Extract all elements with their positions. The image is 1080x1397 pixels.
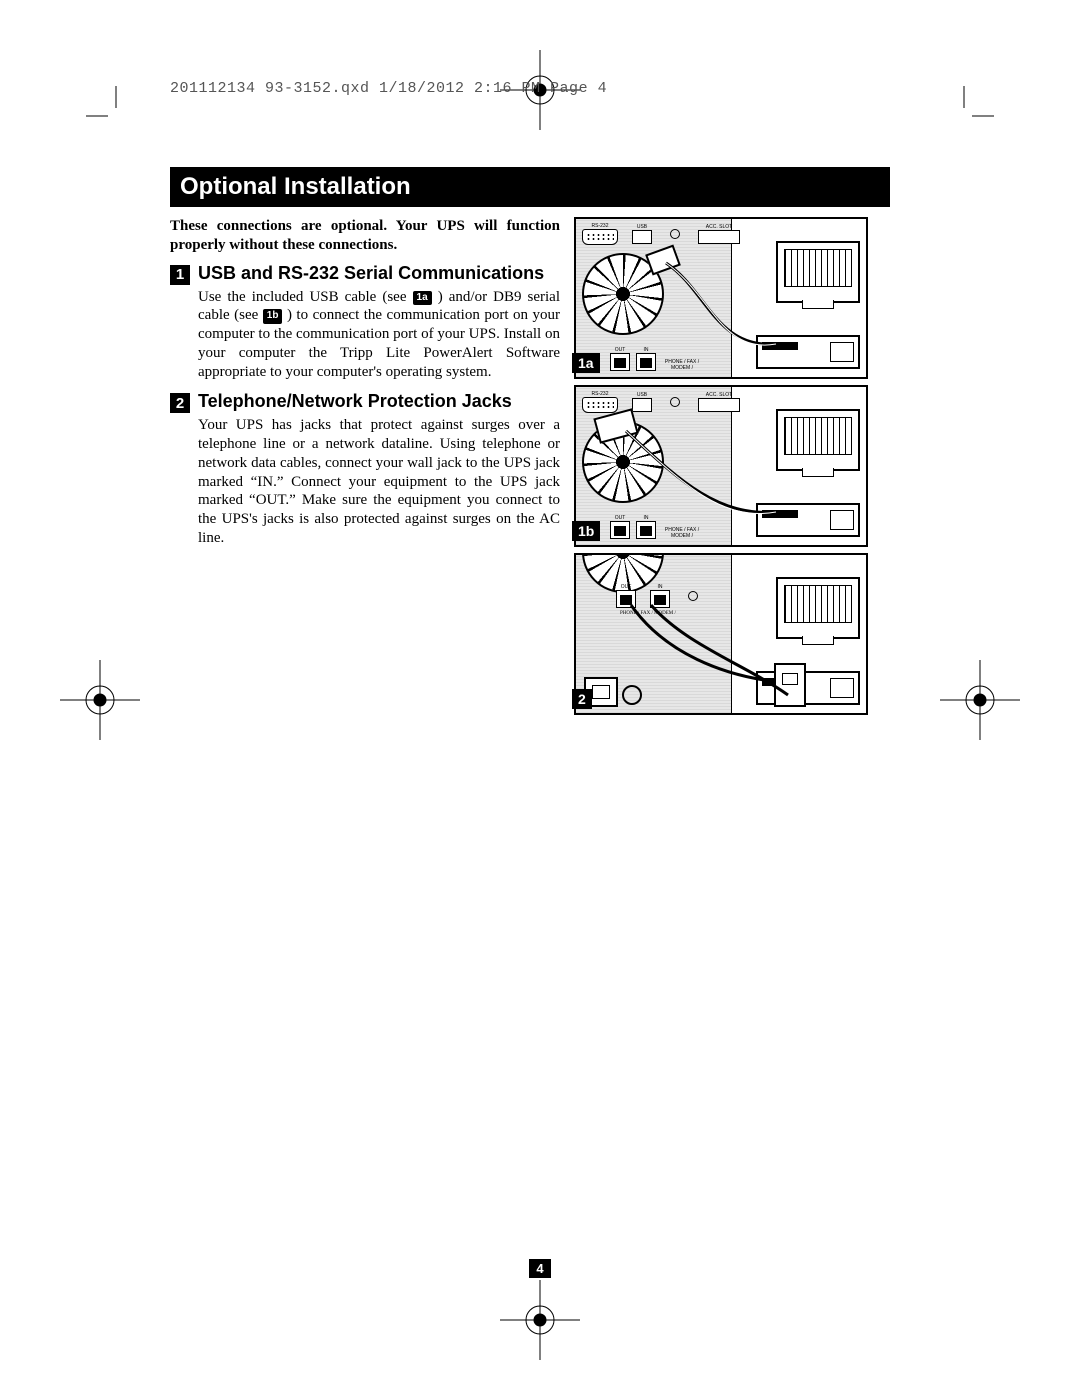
ref-chip-1a: 1a [413,291,432,306]
figure-1a-label: 1a [572,353,600,373]
item-1-head: 1 USB and RS-232 Serial Communications [170,263,560,285]
figure-2-label: 2 [572,689,592,709]
item-2-body: Your UPS has jacks that protect against … [198,416,560,547]
item-1-title: USB and RS-232 Serial Communications [198,263,544,284]
crop-mark-top-left [86,86,146,146]
item-2-number: 2 [170,393,190,413]
figure-1b: RS-232 USB ACC. SLOT OUT IN PHONE / FAX … [574,385,868,547]
cable-icon [576,219,866,377]
figure-2: OUT IN PHONE / FAX / MODEM / [574,553,868,715]
item-2-title: Telephone/Network Protection Jacks [198,391,512,412]
registration-left [60,660,140,740]
content-row: These connections are optional. Your UPS… [170,217,890,715]
cable-pair-icon [576,555,866,713]
item-2-head: 2 Telephone/Network Protection Jacks [170,391,560,413]
cable-icon [576,387,866,545]
page-number: 4 [529,1259,550,1278]
section-header: Optional Installation [170,167,890,207]
page-footer: 4 [0,1260,1080,1278]
crop-mark-top-right [934,86,994,146]
intro-text: These connections are optional. Your UPS… [170,217,560,255]
figure-2-wrap: OUT IN PHONE / FAX / MODEM / [574,553,884,715]
ref-chip-1b: 1b [263,309,283,324]
figure-1b-label: 1b [572,521,600,541]
item-1-body: Use the included USB cable (see 1a ) and… [198,288,560,382]
item-1-number: 1 [170,265,190,285]
text-column: These connections are optional. Your UPS… [170,217,560,715]
figure-1b-wrap: RS-232 USB ACC. SLOT OUT IN PHONE / FAX … [574,385,884,547]
registration-bottom [500,1280,580,1360]
registration-right [940,660,1020,740]
figure-1a-wrap: RS-232 USB ACC. SLOT OUT IN PHONE / FAX … [574,217,884,379]
item-1-body-pre: Use the included USB cable (see [198,289,413,305]
page-content: 201112134 93-3152.qxd 1/18/2012 2:16 PM … [170,80,890,715]
print-slug: 201112134 93-3152.qxd 1/18/2012 2:16 PM … [170,80,890,97]
figures-column: RS-232 USB ACC. SLOT OUT IN PHONE / FAX … [574,217,884,715]
figure-1a: RS-232 USB ACC. SLOT OUT IN PHONE / FAX … [574,217,868,379]
